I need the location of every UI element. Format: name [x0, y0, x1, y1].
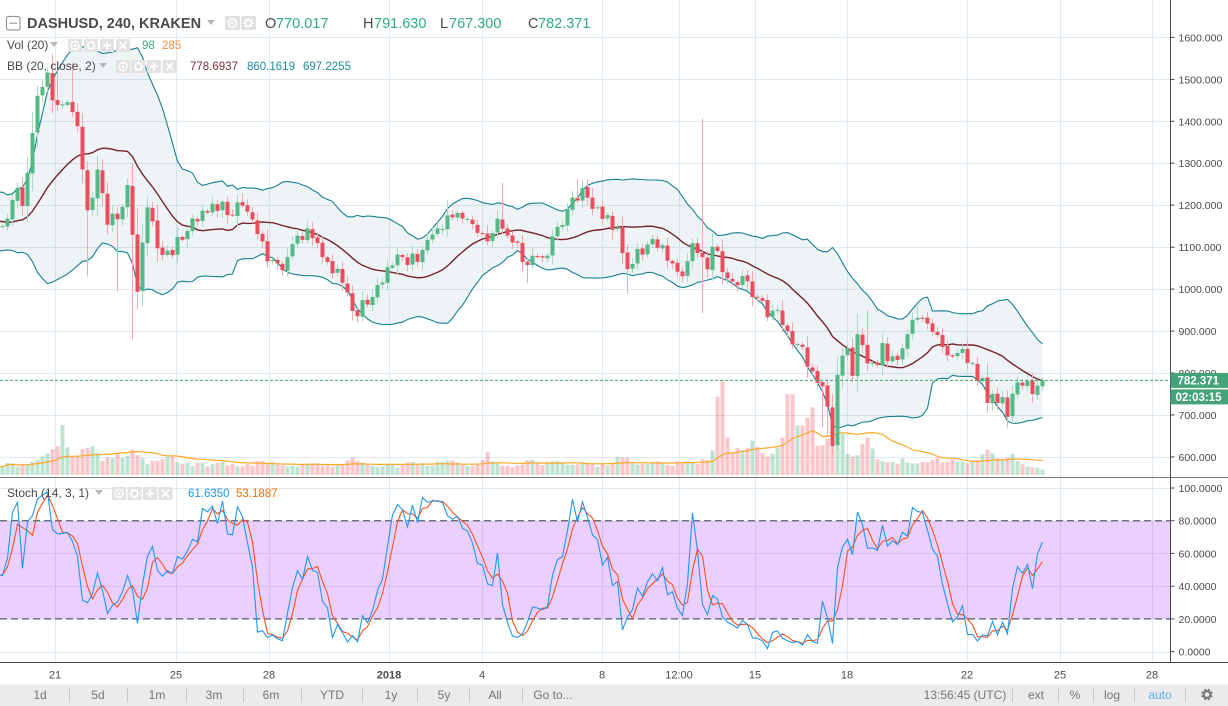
- svg-text:log: log: [1104, 688, 1120, 702]
- svg-text:All: All: [488, 688, 501, 702]
- svg-text:28: 28: [1146, 670, 1158, 682]
- svg-text:778.6937: 778.6937: [190, 61, 238, 73]
- svg-text:791.630: 791.630: [374, 16, 426, 32]
- svg-text:1400.000: 1400.000: [1179, 116, 1223, 128]
- svg-text:700.000: 700.000: [1179, 410, 1217, 422]
- svg-text:1600.000: 1600.000: [1179, 32, 1223, 44]
- svg-text:21: 21: [49, 670, 61, 682]
- svg-text:1m: 1m: [149, 688, 166, 702]
- svg-text:Stoch (14, 3, 1): Stoch (14, 3, 1): [7, 486, 89, 500]
- svg-text:O: O: [265, 16, 276, 32]
- svg-text:ext: ext: [1028, 688, 1045, 702]
- svg-text:5y: 5y: [438, 688, 451, 702]
- svg-text:H: H: [363, 16, 373, 32]
- svg-text:%: %: [1070, 688, 1081, 702]
- svg-text:900.000: 900.000: [1179, 326, 1217, 338]
- svg-text:285: 285: [162, 40, 181, 52]
- svg-text:100.0000: 100.0000: [1179, 483, 1223, 495]
- svg-text:4: 4: [479, 670, 485, 682]
- svg-text:L: L: [440, 16, 448, 32]
- svg-text:5d: 5d: [91, 688, 104, 702]
- svg-text:0.0000: 0.0000: [1179, 647, 1211, 659]
- svg-text:YTD: YTD: [320, 688, 344, 702]
- svg-text:767.300: 767.300: [449, 16, 501, 32]
- svg-text:13:56:45 (UTC): 13:56:45 (UTC): [924, 688, 1007, 702]
- svg-text:2018: 2018: [377, 670, 401, 682]
- svg-text:25: 25: [1054, 670, 1066, 682]
- svg-text:8: 8: [599, 670, 605, 682]
- svg-text:6m: 6m: [263, 688, 280, 702]
- svg-text:1d: 1d: [33, 688, 46, 702]
- svg-text:860.1619: 860.1619: [247, 61, 295, 73]
- svg-text:60.0000: 60.0000: [1179, 548, 1217, 560]
- svg-text:782.371: 782.371: [538, 16, 590, 32]
- svg-text:98: 98: [142, 40, 155, 52]
- svg-text:auto: auto: [1148, 688, 1172, 702]
- svg-text:1100.000: 1100.000: [1179, 242, 1222, 254]
- svg-text:20.0000: 20.0000: [1179, 614, 1217, 626]
- svg-text:BB (20, close, 2): BB (20, close, 2): [7, 59, 96, 73]
- svg-text:22: 22: [961, 670, 973, 682]
- svg-text:Go to...: Go to...: [533, 688, 572, 702]
- svg-text:Vol (20): Vol (20): [7, 38, 48, 52]
- svg-text:02:03:15: 02:03:15: [1176, 392, 1223, 404]
- svg-text:782.371: 782.371: [1178, 375, 1220, 387]
- svg-text:770.017: 770.017: [276, 16, 328, 32]
- svg-text:15: 15: [749, 670, 761, 682]
- svg-text:1200.000: 1200.000: [1179, 200, 1223, 212]
- svg-text:1300.000: 1300.000: [1179, 158, 1223, 170]
- svg-text:80.0000: 80.0000: [1179, 516, 1217, 528]
- svg-text:25: 25: [170, 670, 182, 682]
- svg-text:28: 28: [263, 670, 275, 682]
- svg-text:DASHUSD, 240, KRAKEN: DASHUSD, 240, KRAKEN: [27, 16, 201, 32]
- svg-text:61.6350: 61.6350: [188, 488, 230, 500]
- svg-text:40.0000: 40.0000: [1179, 581, 1217, 593]
- svg-text:1000.000: 1000.000: [1179, 284, 1223, 296]
- svg-text:53.1887: 53.1887: [236, 488, 278, 500]
- svg-text:600.000: 600.000: [1179, 452, 1217, 464]
- svg-text:697.2255: 697.2255: [303, 61, 351, 73]
- svg-text:12:00: 12:00: [665, 670, 693, 682]
- svg-text:3m: 3m: [206, 688, 223, 702]
- svg-text:1y: 1y: [385, 688, 398, 702]
- svg-text:18: 18: [841, 670, 853, 682]
- svg-text:1500.000: 1500.000: [1179, 74, 1223, 86]
- svg-text:C: C: [528, 16, 538, 32]
